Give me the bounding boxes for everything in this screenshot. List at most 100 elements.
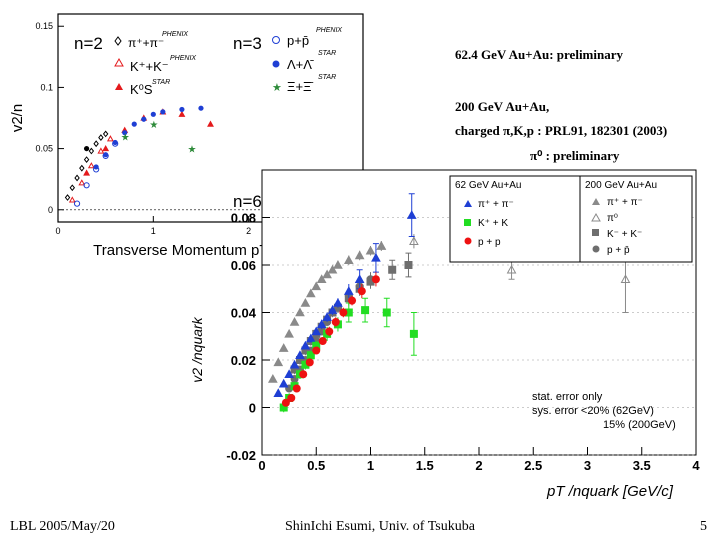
main-point [299, 370, 308, 379]
main-point [506, 264, 517, 274]
error-note-3: 15% (200GeV) [603, 419, 676, 431]
inset-point [141, 116, 147, 122]
inset-legend-kk-src: PHENIX [170, 55, 196, 62]
inset-point [83, 169, 91, 176]
inset-point [97, 147, 105, 154]
inset-ylabel: v2/n [9, 104, 26, 132]
inset-legend-kk: K⁺+K⁻ [130, 59, 169, 74]
main-point [287, 394, 296, 402]
main-point [305, 288, 316, 298]
main-x-tick-label: 3.5 [633, 458, 651, 473]
legend-62gev-pion: π⁺ + π⁻ [478, 199, 514, 210]
main-point [289, 316, 300, 326]
main-point [406, 210, 417, 219]
legend-200gev-kaon-marker [592, 229, 599, 236]
inset-legend-pipi-src: PHENIX [162, 31, 188, 38]
legend-200gev-title: 200 GeV Au+Au [585, 180, 657, 191]
main-xlabel: pT /nquark [GeV/c] [546, 483, 674, 500]
legend-200gev-pion: π⁺ + π⁻ [607, 197, 643, 208]
inset-point: ★ [121, 132, 130, 143]
main-point [292, 384, 301, 393]
inset-axes: 012300.050.10.15 [35, 21, 363, 236]
main-point [300, 340, 311, 350]
main-point [301, 360, 310, 369]
inset-point [103, 152, 109, 158]
main-point [376, 240, 387, 250]
main-point [279, 403, 288, 412]
main-y-tick-label: 0.02 [231, 353, 256, 368]
inset-point [79, 164, 85, 172]
main-point [289, 359, 300, 369]
error-note-1: stat. error only [532, 391, 603, 403]
inset-legend-xi: Ξ+Ξ̄ [287, 79, 313, 94]
inset-x-tick-label: 0 [55, 226, 60, 236]
main-point [331, 318, 340, 326]
main-y-tick-label: 0.08 [231, 211, 256, 226]
main-point [281, 398, 290, 407]
inset-legend-ks-src: STAR [152, 79, 170, 86]
main-point [404, 261, 413, 269]
inset-point [122, 130, 128, 136]
inset-point [131, 121, 137, 127]
main-point [343, 255, 354, 264]
main-y-tick-label: 0 [249, 401, 256, 416]
inset-legend-n3: n=3 [233, 34, 262, 53]
inset-point [83, 145, 90, 152]
main-ylabel: v2 /nquark [189, 316, 205, 382]
legend-62gev-proton: p + p [478, 237, 501, 248]
main-point [306, 351, 315, 360]
inset-x-tick-label: 1 [151, 226, 156, 236]
main-point [278, 343, 289, 352]
main-point [311, 326, 322, 336]
inset-point [68, 196, 76, 203]
annotation-charged: charged π,K,p : PRL91, 182301 (2003) [455, 123, 668, 138]
main-x-tick-label: 1.5 [416, 458, 434, 473]
main-point [339, 308, 348, 317]
main-x-tick-label: 3 [584, 458, 591, 473]
main-y-tick-label: 0.04 [231, 306, 257, 321]
legend-200gev: 200 GeV Au+Au π⁺ + π⁻ π⁰ K⁻ + K⁻ p + p̄ [579, 175, 693, 263]
legend-62gev-proton-marker [464, 237, 472, 245]
inset-marks: ★ ★ ★ [64, 105, 214, 207]
main-point [295, 307, 305, 317]
annotation-62gev: 62.4 GeV Au+Au: preliminary [455, 47, 623, 62]
main-point [357, 287, 366, 296]
legend-200gev-pi0: π⁰ [607, 213, 618, 224]
main-point [278, 378, 289, 388]
inset-legend-xi-marker: ★ [272, 82, 282, 94]
annotation-pi0: π⁰ : preliminary [530, 148, 620, 163]
main-point [327, 264, 338, 274]
main-point [284, 369, 294, 378]
main-point [311, 281, 322, 291]
main-point [290, 365, 299, 374]
main-x-tick-label: 2 [475, 458, 482, 473]
inset-point [102, 144, 110, 152]
legend-62gev-pion-marker [464, 200, 472, 207]
inset-legend-pipi: π⁺+π⁻ [128, 36, 164, 50]
inset-legend-ks-marker [115, 83, 123, 90]
main-y-tick-label: 0.06 [231, 258, 256, 273]
main-point [382, 308, 391, 317]
inset-point [150, 111, 156, 117]
inset-legend-pp-src: PHENIX [316, 27, 342, 34]
main-point [409, 236, 419, 245]
legend-200gev-proton-marker [592, 245, 600, 253]
main-point [318, 337, 327, 345]
inset-point [88, 147, 95, 155]
main-point [322, 269, 332, 279]
main-x-tick-label: 2.5 [524, 458, 542, 473]
inset-point [73, 200, 81, 207]
main-point [365, 245, 376, 255]
main-x-tick-label: 1 [367, 458, 374, 473]
inset-legend-lam-marker [272, 60, 280, 68]
main-point [322, 312, 332, 321]
main-point [333, 297, 343, 307]
main-point [343, 286, 354, 295]
inset-point [207, 120, 214, 127]
inset-point [74, 174, 80, 182]
inset-point [178, 110, 186, 117]
main-point [295, 356, 304, 364]
legend-62gev-kaon-marker [464, 219, 471, 226]
inset-x-tick-label: 2 [246, 226, 251, 236]
